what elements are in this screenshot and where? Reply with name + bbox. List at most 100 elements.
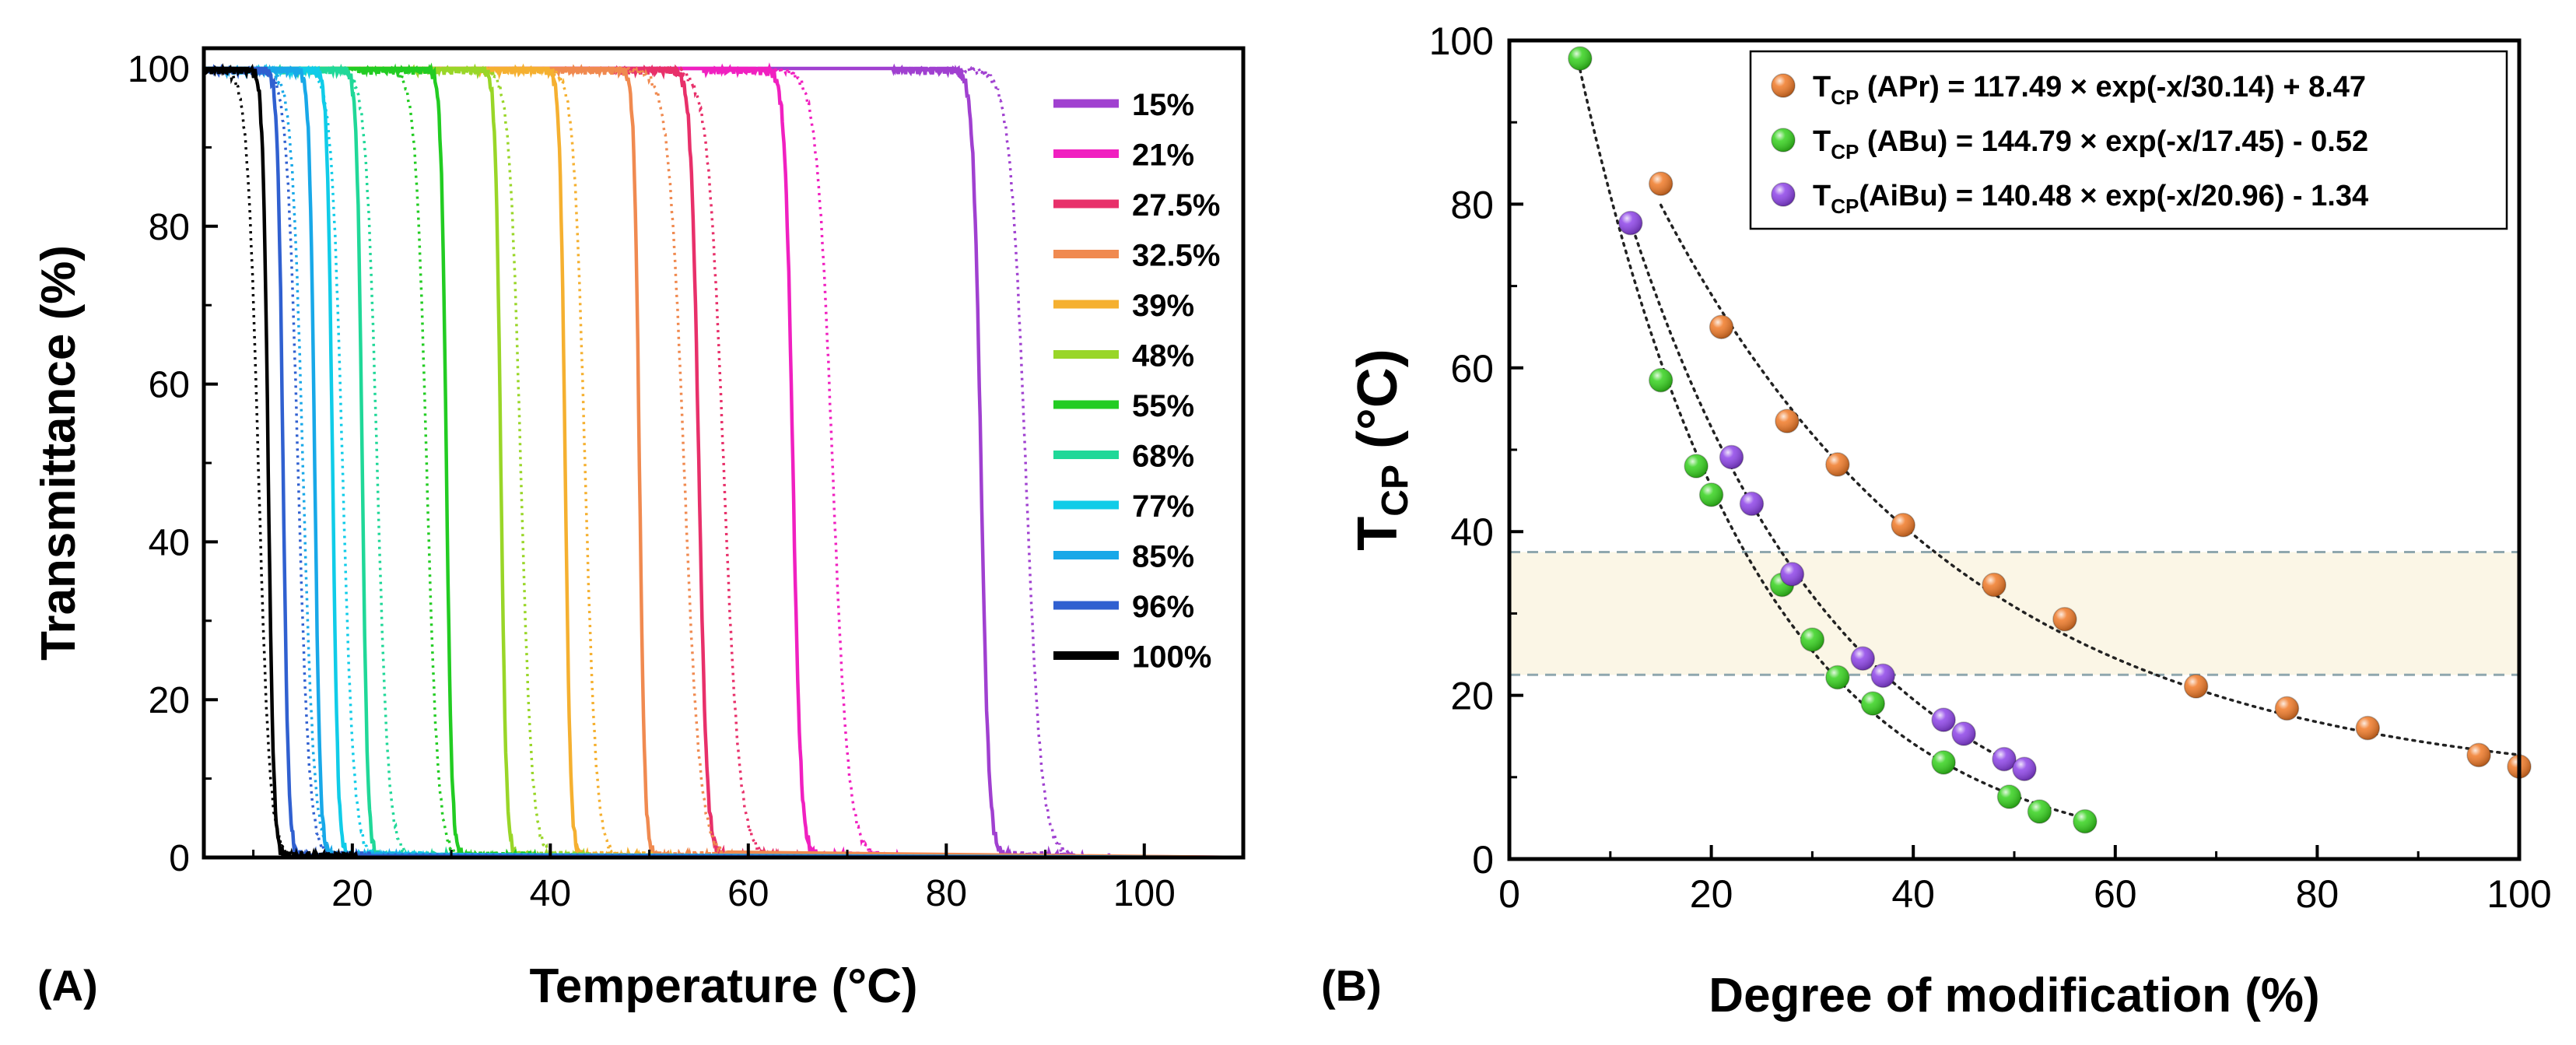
legend-label-21pct: 21% — [1132, 139, 1194, 173]
point-shine-apr — [2467, 743, 2491, 767]
legend-marker-shine-aibu — [1772, 183, 1795, 206]
series-dotted-line-15pct — [204, 64, 1243, 857]
point-shine-aibu — [2012, 757, 2036, 781]
point-shine-abu — [1825, 665, 1849, 689]
a-y-tick-label: 40 — [149, 522, 190, 563]
legend-label-96pct: 96% — [1132, 590, 1194, 624]
legend-label-sub: CP — [1831, 140, 1859, 163]
point-shine-apr — [1982, 573, 2006, 597]
legend-label-rest: (AiBu) = 140.48 × exp(-x/20.96) - 1.34 — [1859, 180, 2368, 212]
panel-a-ticks: 0 20 40 60 80 100 20 40 60 80 100 — [128, 49, 1245, 914]
series-dotted-line-100pct — [204, 65, 1243, 857]
panel-b-band — [1509, 551, 2519, 676]
panel-b-legend-box — [1749, 50, 2508, 230]
panel-a-frame — [202, 46, 1246, 860]
legend-marker-shine-abu — [1772, 128, 1795, 152]
b-y-tick-label: 80 — [1450, 183, 1494, 226]
legend-label-sub: CP — [1831, 86, 1859, 109]
point-shine-abu — [1699, 482, 1723, 507]
b-y-tick-label: 60 — [1450, 347, 1494, 391]
a-y-tick-label: 60 — [149, 365, 190, 406]
point-shine-apr — [1775, 409, 1799, 433]
panel-b-legend: TCP (APr) = 117.49 × exp(-x/30.14) + 8.4… — [1749, 50, 2508, 230]
b-y-tick-label: 20 — [1450, 675, 1494, 718]
b-x-tick-label: 60 — [2094, 872, 2137, 916]
a-y-tick-label: 100 — [128, 49, 190, 90]
panel-b-y-label-main: T — [1347, 517, 1409, 551]
point-shine-abu — [2073, 809, 2097, 833]
point-shine-apr — [2275, 696, 2299, 721]
panel-b-y-axis-label: TCP (°C) — [1347, 349, 1416, 550]
point-shine-aibu — [1780, 562, 1804, 586]
series-dotted-line-21pct — [204, 65, 1243, 857]
point-shine-aibu — [1932, 708, 1956, 732]
b-x-tick-label: 20 — [1690, 872, 1733, 916]
a-y-tick-label: 80 — [149, 207, 190, 248]
point-shine-abu — [2028, 799, 2052, 823]
a-y-tick-label: 20 — [149, 680, 190, 721]
series-dotted-line-27-5pct — [204, 65, 1243, 857]
a-x-tick-label: 20 — [331, 873, 373, 914]
legend-label-48pct: 48% — [1132, 339, 1194, 373]
panel-a-y-axis-label: Transmittance (%) — [32, 245, 86, 661]
point-shine-aibu — [1952, 722, 1976, 746]
point-shine-apr — [2356, 716, 2380, 740]
point-shine-apr — [1825, 452, 1849, 476]
legend-label-85pct: 85% — [1132, 540, 1194, 574]
legend-label-abu: TCP (ABu) = 144.79 × exp(-x/17.45) - 0.5… — [1813, 125, 2368, 163]
b-x-tick-label: 0 — [1498, 872, 1520, 916]
point-shine-abu — [1932, 750, 1956, 774]
legend-label-main: T — [1813, 71, 1831, 103]
b-x-tick-label: 100 — [2487, 872, 2551, 916]
legend-label-15pct: 15% — [1132, 88, 1194, 122]
panel-a-x-axis-label: Temperature (°C) — [529, 959, 917, 1013]
series-line-100pct — [204, 63, 1243, 857]
panel-b-x-axis-label: Degree of modification (%) — [1709, 969, 2319, 1022]
legend-label-sub: CP — [1831, 195, 1859, 218]
point-shine-apr — [1891, 513, 1915, 537]
legend-label-32-5pct: 32.5% — [1132, 239, 1220, 273]
point-shine-apr — [2184, 675, 2208, 699]
panel-b-points — [1568, 46, 2532, 834]
series-line-15pct — [204, 63, 1243, 857]
legend-label-apr: TCP (APr) = 117.49 × exp(-x/30.14) + 8.4… — [1813, 71, 2366, 109]
b-x-tick-label: 40 — [1891, 872, 1935, 916]
legend-marker-shine-apr — [1772, 74, 1795, 97]
point-shine-abu — [1997, 785, 2021, 809]
point-shine-aibu — [1740, 492, 1764, 516]
a-x-tick-label: 60 — [727, 873, 769, 914]
legend-label-rest: (APr) = 117.49 × exp(-x/30.14) + 8.47 — [1859, 71, 2366, 103]
point-shine-abu — [1861, 692, 1885, 716]
point-shine-apr — [2052, 607, 2077, 631]
panel-a-tag: (A) — [37, 961, 98, 1010]
panel-b-tag: (B) — [1321, 961, 1382, 1010]
point-shine-abu — [1649, 368, 1673, 392]
fit-curve-aibu — [1629, 219, 2026, 771]
comfort-band — [1509, 552, 2519, 675]
panel-a-legend: 15% 21% 27.5% 32.5% 39% 48% 55% 68% 77% 85% 96% 100… — [1053, 88, 1220, 675]
b-x-tick-label: 80 — [2296, 872, 2339, 916]
panel-b-y-label-rest: (°C) — [1347, 349, 1409, 465]
a-x-tick-label: 40 — [530, 873, 571, 914]
legend-label-27-5pct: 27.5% — [1132, 188, 1220, 223]
point-shine-apr — [1649, 172, 1673, 196]
b-y-tick-label: 100 — [1429, 19, 1494, 63]
point-shine-aibu — [1618, 211, 1642, 235]
a-x-tick-label: 80 — [926, 873, 967, 914]
point-shine-aibu — [1992, 747, 2017, 771]
point-shine-apr — [1709, 315, 1733, 339]
b-y-tick-label: 0 — [1472, 838, 1494, 882]
point-shine-abu — [1800, 628, 1824, 652]
legend-label-39pct: 39% — [1132, 289, 1194, 323]
point-shine-aibu — [1871, 664, 1895, 688]
b-y-tick-label: 40 — [1450, 510, 1494, 554]
point-shine-aibu — [1851, 647, 1875, 671]
legend-label-main: T — [1813, 180, 1831, 212]
a-y-tick-label: 0 — [169, 838, 190, 879]
legend-label-rest: (ABu) = 144.79 × exp(-x/17.45) - 0.52 — [1859, 125, 2368, 158]
legend-label-55pct: 55% — [1132, 389, 1194, 423]
panel-a: 0 20 40 60 80 100 20 40 60 80 100 15% 21% 27.5% 32.5%… — [32, 46, 1246, 1013]
point-shine-aibu — [1719, 445, 1744, 469]
